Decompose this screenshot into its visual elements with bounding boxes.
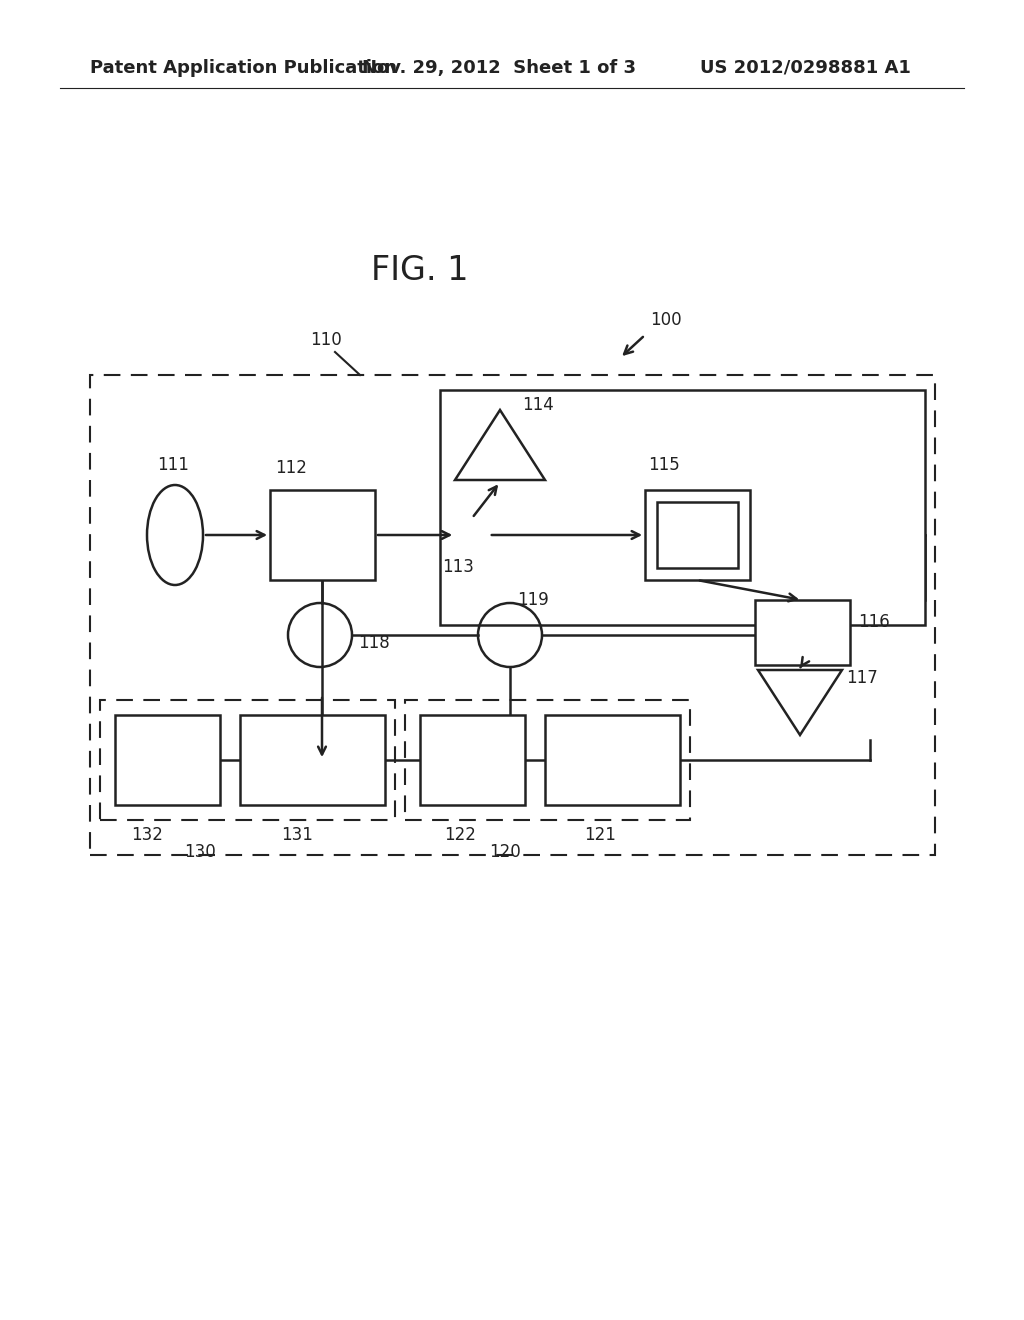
Bar bbox=[440, 389, 925, 624]
Bar bbox=[657, 502, 738, 568]
Text: 110: 110 bbox=[310, 331, 342, 348]
Bar bbox=[115, 715, 220, 805]
Text: 122: 122 bbox=[444, 826, 476, 843]
Text: 121: 121 bbox=[584, 826, 616, 843]
Text: 113: 113 bbox=[442, 558, 474, 576]
Text: US 2012/0298881 A1: US 2012/0298881 A1 bbox=[700, 59, 911, 77]
Text: 115: 115 bbox=[648, 455, 680, 474]
Text: 131: 131 bbox=[281, 826, 313, 843]
Text: 114: 114 bbox=[522, 396, 554, 414]
Bar bbox=[545, 715, 680, 805]
Text: 130: 130 bbox=[184, 843, 216, 861]
Text: 116: 116 bbox=[858, 612, 890, 631]
Bar bbox=[270, 490, 375, 579]
Bar bbox=[406, 700, 690, 820]
Text: 112: 112 bbox=[275, 459, 307, 477]
Bar bbox=[755, 601, 850, 665]
Bar bbox=[240, 715, 385, 805]
Text: 111: 111 bbox=[157, 455, 188, 474]
Text: Patent Application Publication: Patent Application Publication bbox=[90, 59, 397, 77]
Bar bbox=[420, 715, 525, 805]
Text: FIG. 1: FIG. 1 bbox=[372, 253, 469, 286]
Bar bbox=[90, 375, 935, 855]
Text: 132: 132 bbox=[131, 826, 163, 843]
Bar bbox=[645, 490, 750, 579]
Text: Nov. 29, 2012  Sheet 1 of 3: Nov. 29, 2012 Sheet 1 of 3 bbox=[362, 59, 636, 77]
Text: 118: 118 bbox=[358, 634, 390, 652]
Text: 100: 100 bbox=[650, 312, 682, 329]
Bar bbox=[100, 700, 395, 820]
Text: 119: 119 bbox=[517, 591, 549, 609]
Text: 120: 120 bbox=[489, 843, 521, 861]
Text: 117: 117 bbox=[846, 669, 878, 686]
